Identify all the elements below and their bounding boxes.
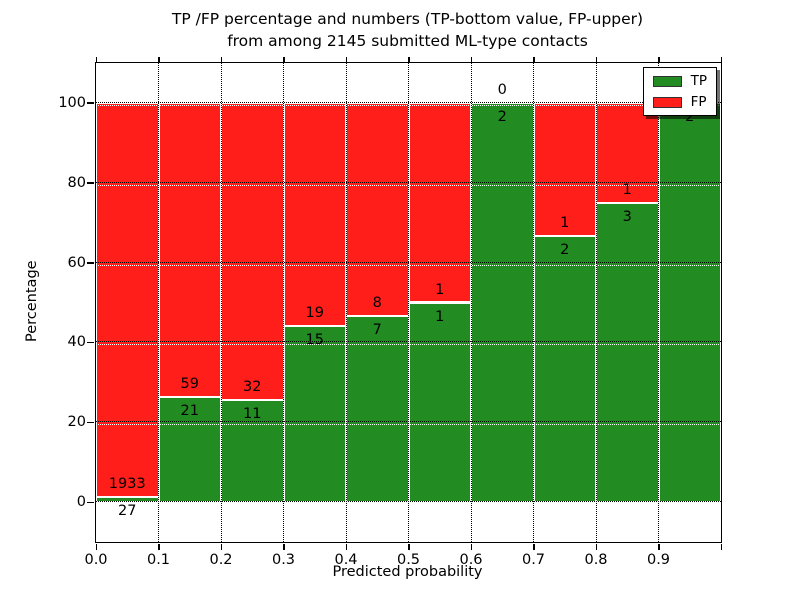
- bar-segment-tp: [658, 102, 721, 503]
- bar-segment-tp: [96, 496, 159, 503]
- x-tick-label: 0.7: [521, 552, 546, 568]
- x-tick: [283, 543, 285, 550]
- y-tick-label: 0: [76, 494, 86, 511]
- y-tick-label: 60: [67, 254, 86, 271]
- y-tick-label: 20: [67, 414, 86, 431]
- y-tick: [87, 341, 94, 344]
- x-tick-label: 0.4: [334, 552, 358, 568]
- legend-label-tp: TP: [690, 73, 707, 89]
- bar-segment-tp: [471, 102, 534, 503]
- tp-count-label: 15: [305, 331, 324, 348]
- legend-swatch-tp: [652, 75, 682, 87]
- legend-item-tp: TP: [652, 73, 707, 89]
- y-tick-label: 40: [67, 334, 86, 351]
- y-tick-label: 100: [58, 94, 86, 111]
- legend-swatch-fp: [652, 96, 682, 108]
- y-axis-label: Percentage: [24, 260, 40, 343]
- x-tick-top: [158, 57, 160, 62]
- tp-count-label: 3: [622, 208, 632, 225]
- tp-count-label: 7: [372, 321, 382, 338]
- bar-segment-fp: [283, 102, 346, 326]
- fp-count-label: 8: [372, 294, 382, 311]
- tp-count-label: 21: [180, 403, 199, 420]
- x-tick-top: [470, 57, 472, 62]
- fp-count-label: 32: [243, 378, 262, 395]
- fp-count-label: 1: [560, 214, 570, 231]
- x-tick: [220, 543, 222, 550]
- bar-segment-fp: [158, 102, 221, 398]
- x-axis-label: Predicted probability: [332, 564, 483, 580]
- tp-count-label: 11: [243, 405, 262, 422]
- y-tick: [87, 262, 94, 264]
- y-tick: [87, 182, 94, 184]
- x-tick-top: [408, 57, 410, 62]
- x-tick-top: [220, 57, 222, 62]
- x-tick: [95, 543, 97, 550]
- bar-segment-tp: [533, 235, 596, 503]
- x-tick-label: 0.9: [646, 552, 671, 568]
- fp-count-label: 1: [622, 181, 632, 198]
- x-tick-label: 0.2: [209, 552, 233, 568]
- x-tick-label: 0.1: [146, 552, 171, 568]
- tp-count-label: 2: [497, 108, 507, 125]
- y-tick-label: 80: [67, 174, 86, 191]
- x-tick-label: 0.0: [84, 552, 108, 568]
- x-tick: [408, 543, 410, 550]
- x-tick: [533, 543, 535, 550]
- bar-segment-fp: [96, 102, 159, 497]
- fp-count-label: 59: [180, 376, 199, 393]
- bar-segment-tp: [283, 325, 346, 503]
- bar-segment-tp: [221, 399, 284, 503]
- chart-title-line1: TP /FP percentage and numbers (TP-bottom…: [171, 10, 644, 28]
- chart-title: TP /FP percentage and numbers (TP-bottom…: [95, 8, 720, 52]
- x-tick-top: [345, 57, 347, 62]
- fp-count-label: 1: [435, 281, 445, 298]
- legend-item-fp: FP: [652, 94, 707, 110]
- x-tick-top: [533, 57, 535, 62]
- fp-count-label: 1933: [108, 475, 146, 492]
- x-tick-top: [658, 57, 660, 62]
- tp-count-label: 27: [118, 502, 137, 519]
- legend-label-fp: FP: [690, 94, 707, 110]
- bar-segment-tp: [346, 315, 409, 503]
- tp-count-label: 1: [435, 308, 445, 325]
- x-tick-label: 0.5: [396, 552, 421, 568]
- x-tick-top: [720, 57, 722, 62]
- x-tick: [345, 543, 347, 550]
- x-tick-top: [95, 57, 97, 62]
- y-tick: [87, 421, 94, 424]
- bar-segment-fp: [221, 102, 284, 400]
- y-tick: [87, 102, 94, 104]
- bar-segment-tp: [408, 302, 471, 503]
- x-tick: [595, 543, 597, 550]
- tp-count-label: 2: [560, 241, 570, 258]
- x-tick-label: 0.3: [271, 552, 296, 568]
- bar-segment-tp: [596, 202, 659, 503]
- bar-segment-fp: [408, 102, 471, 303]
- bar-segment-fp: [346, 102, 409, 316]
- tp-count-label: 2: [685, 108, 695, 125]
- x-tick-label: 0.6: [459, 552, 483, 568]
- legend: TP FP: [642, 67, 717, 116]
- y-tick: [87, 501, 94, 504]
- x-tick-label: 0.8: [584, 552, 608, 568]
- fp-count-label: 19: [305, 304, 324, 321]
- chart-title-line2: from among 2145 submitted ML-type contac…: [227, 32, 588, 50]
- x-tick: [658, 543, 660, 550]
- x-tick: [470, 543, 472, 550]
- x-tick-top: [283, 57, 285, 62]
- x-tick-top: [595, 57, 597, 62]
- x-tick: [158, 543, 160, 550]
- fp-count-label: 0: [497, 81, 507, 98]
- x-tick: [720, 543, 722, 550]
